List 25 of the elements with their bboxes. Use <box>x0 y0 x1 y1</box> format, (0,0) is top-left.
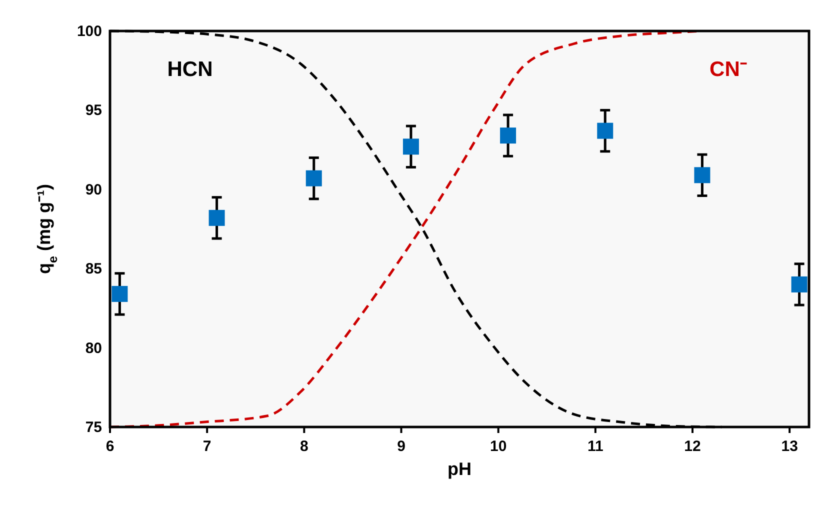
x-tick-label: 8 <box>300 438 308 455</box>
point <box>597 122 614 139</box>
y-tick-label: 90 <box>85 181 102 198</box>
point <box>402 138 419 155</box>
y-tick-label: 100 <box>76 23 102 40</box>
x-tick-label: 12 <box>684 438 701 455</box>
point <box>500 128 516 144</box>
x-tick-label: 7 <box>202 438 212 455</box>
x-axis-title: pH <box>448 459 472 479</box>
x-tick-label: 13 <box>781 438 798 455</box>
point <box>208 210 225 226</box>
y-tick-label: 75 <box>85 419 102 436</box>
x-tick-label: 10 <box>490 438 507 455</box>
point <box>306 170 322 186</box>
point <box>694 167 710 184</box>
y-tick-label: 85 <box>85 260 102 278</box>
x-tick-label: 9 <box>397 438 406 455</box>
y-tick-label: 95 <box>85 102 102 120</box>
series-label: HCN <box>167 58 213 81</box>
point <box>791 276 808 292</box>
x-tick-label: 11 <box>587 438 604 455</box>
point <box>112 286 128 302</box>
series-label: CN⁻ <box>710 58 747 81</box>
y-tick-label: 80 <box>85 340 102 357</box>
x-tick-label: 6 <box>106 438 114 455</box>
